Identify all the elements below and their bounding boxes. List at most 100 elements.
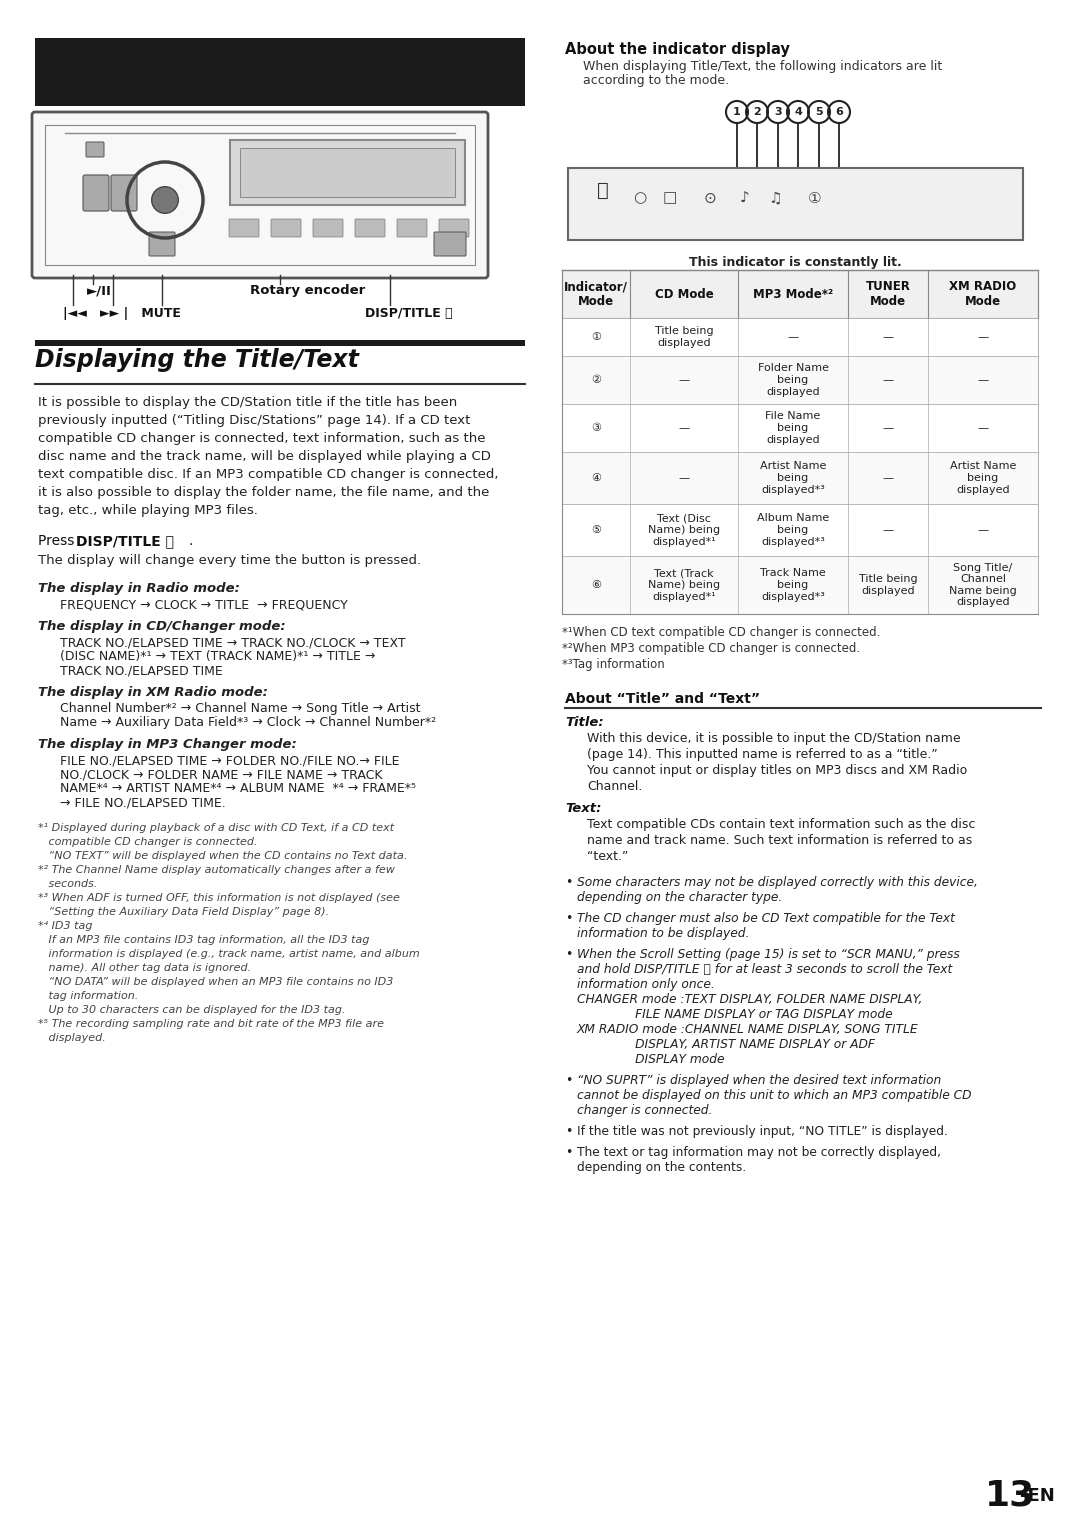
Text: 5: 5 [815,107,823,117]
Text: Channel.: Channel. [588,780,643,793]
Text: NO./CLOCK → FOLDER NAME → FILE NAME → TRACK: NO./CLOCK → FOLDER NAME → FILE NAME → TR… [60,768,382,781]
Text: *³ When ADF is turned OFF, this information is not displayed (see: *³ When ADF is turned OFF, this informat… [38,892,400,903]
Text: •: • [565,1125,572,1138]
Text: 13: 13 [985,1477,1036,1512]
Text: “NO TEXT” will be displayed when the CD contains no Text data.: “NO TEXT” will be displayed when the CD … [38,851,407,860]
Text: The display will change every time the button is pressed.: The display will change every time the b… [38,554,421,567]
Text: The display in Radio mode:: The display in Radio mode: [38,582,240,595]
Text: The text or tag information may not be correctly displayed,: The text or tag information may not be c… [577,1145,941,1159]
Text: 1: 1 [733,107,741,117]
Text: name and track name. Such text information is referred to as: name and track name. Such text informati… [588,835,972,847]
Text: Artist Name
being
displayed: Artist Name being displayed [949,461,1016,495]
Text: *²When MP3 compatible CD changer is connected.: *²When MP3 compatible CD changer is conn… [562,643,860,655]
Text: and hold DISP/TITLE Ⓢ for at least 3 seconds to scroll the Text: and hold DISP/TITLE Ⓢ for at least 3 sec… [577,963,953,976]
Text: ⑤: ⑤ [591,525,600,535]
Text: tag, etc., while playing MP3 files.: tag, etc., while playing MP3 files. [38,504,258,516]
Text: XM RADIO
Mode: XM RADIO Mode [949,280,1016,308]
Text: Other Functions: Other Functions [48,53,395,91]
Text: displayed.: displayed. [38,1033,106,1043]
Text: This indicator is constantly lit.: This indicator is constantly lit. [689,256,902,270]
Text: (DISC NAME)*¹ → TEXT (TRACK NAME)*¹ → TITLE →: (DISC NAME)*¹ → TEXT (TRACK NAME)*¹ → TI… [60,650,376,663]
Text: 2: 2 [753,107,761,117]
Text: FREQUENCY → CLOCK → TITLE  → FREQUENCY: FREQUENCY → CLOCK → TITLE → FREQUENCY [60,599,348,611]
Text: The display in CD/Changer mode:: The display in CD/Changer mode: [38,620,285,634]
Text: Channel Number*² → Channel Name → Song Title → Artist: Channel Number*² → Channel Name → Song T… [60,702,420,714]
Text: according to the mode.: according to the mode. [583,75,729,87]
Text: 6: 6 [835,107,842,117]
Text: Displaying the Title/Text: Displaying the Title/Text [35,347,359,372]
Text: —: — [977,423,988,433]
Text: seconds.: seconds. [38,879,97,889]
Text: ○: ○ [633,190,647,206]
Text: TUNER
Mode: TUNER Mode [865,280,910,308]
Text: About “Title” and “Text”: About “Title” and “Text” [565,691,760,707]
Text: —: — [977,375,988,385]
Text: “NO DATA” will be displayed when an MP3 file contains no ID3: “NO DATA” will be displayed when an MP3 … [38,976,393,987]
Text: —: — [882,474,893,483]
Text: ♪: ♪ [740,190,750,206]
Text: The display in MP3 Changer mode:: The display in MP3 Changer mode: [38,739,297,751]
Text: If the title was not previously input, “NO TITLE” is displayed.: If the title was not previously input, “… [577,1125,948,1138]
Text: depending on the contents.: depending on the contents. [577,1161,746,1174]
Text: Title being
displayed: Title being displayed [859,574,917,595]
Text: Name → Auxiliary Data Field*³ → Clock → Channel Number*²: Name → Auxiliary Data Field*³ → Clock → … [60,716,436,730]
Text: —: — [977,525,988,535]
Text: □: □ [663,190,677,206]
Text: “text.”: “text.” [588,850,629,864]
FancyBboxPatch shape [438,219,469,238]
Text: TRACK NO./ELAPSED TIME → TRACK NO./CLOCK → TEXT: TRACK NO./ELAPSED TIME → TRACK NO./CLOCK… [60,637,406,649]
Text: —: — [882,332,893,343]
Text: |◄◄   ►► |   MUTE: |◄◄ ►► | MUTE [63,308,180,320]
Bar [562,452,1038,504]
Text: •: • [565,876,572,889]
FancyBboxPatch shape [229,219,259,238]
Bar [45,125,475,265]
Text: FILE NAME DISPLAY or TAG DISPLAY mode: FILE NAME DISPLAY or TAG DISPLAY mode [577,1008,893,1020]
Text: *⁴ ID3 tag: *⁴ ID3 tag [38,921,93,931]
Text: *⁵ The recording sampling rate and bit rate of the MP3 file are: *⁵ The recording sampling rate and bit r… [38,1019,384,1030]
Text: -EN: -EN [1020,1486,1055,1505]
Text: Song Title/
Channel
Name being
displayed: Song Title/ Channel Name being displayed [949,562,1017,608]
Text: ③: ③ [591,423,600,433]
Text: previously inputted (“Titling Disc/Stations” page 14). If a CD text: previously inputted (“Titling Disc/Stati… [38,414,471,426]
Text: cannot be displayed on this unit to which an MP3 compatible CD: cannot be displayed on this unit to whic… [577,1089,972,1103]
FancyBboxPatch shape [111,175,137,212]
Bar [240,148,455,196]
Text: *¹ Displayed during playback of a disc with CD Text, if a CD text: *¹ Displayed during playback of a disc w… [38,822,394,833]
Text: changer is connected.: changer is connected. [577,1104,713,1116]
Text: —: — [678,474,689,483]
Text: “Setting the Auxiliary Data Field Display” page 8).: “Setting the Auxiliary Data Field Displa… [38,908,329,917]
Bar [230,140,465,206]
Text: compatible CD changer is connected.: compatible CD changer is connected. [38,838,257,847]
Text: depending on the character type.: depending on the character type. [577,891,782,905]
Text: If an MP3 file contains ID3 tag information, all the ID3 tag: If an MP3 file contains ID3 tag informat… [38,935,369,944]
Text: —: — [882,525,893,535]
Text: Track Name
being
displayed*³: Track Name being displayed*³ [760,568,826,602]
Text: •: • [565,1074,572,1087]
Text: —: — [977,332,988,343]
Text: The CD changer must also be CD Text compatible for the Text: The CD changer must also be CD Text comp… [577,912,955,924]
Text: ①: ① [808,190,822,206]
Text: Artist Name
being
displayed*³: Artist Name being displayed*³ [760,461,826,495]
Bar [568,168,1023,241]
Text: Some characters may not be displayed correctly with this device,: Some characters may not be displayed cor… [577,876,977,889]
Text: •: • [565,912,572,924]
Text: name). All other tag data is ignored.: name). All other tag data is ignored. [38,963,252,973]
Text: With this device, it is possible to input the CD/Station name: With this device, it is possible to inpu… [588,733,960,745]
Text: CHANGER mode :TEXT DISPLAY, FOLDER NAME DISPLAY,: CHANGER mode :TEXT DISPLAY, FOLDER NAME … [577,993,922,1007]
Text: “NO SUPRT” is displayed when the desired text information: “NO SUPRT” is displayed when the desired… [577,1074,942,1087]
Bar [35,38,525,107]
Text: DISPLAY mode: DISPLAY mode [577,1052,725,1066]
FancyBboxPatch shape [149,231,175,256]
Text: information to be displayed.: information to be displayed. [577,928,750,940]
Text: ⑥: ⑥ [591,580,600,589]
Text: —: — [678,375,689,385]
FancyBboxPatch shape [86,142,104,157]
Text: (page 14). This inputted name is referred to as a “title.”: (page 14). This inputted name is referre… [588,748,937,762]
Text: disc name and the track name, will be displayed while playing a CD: disc name and the track name, will be di… [38,449,491,463]
Text: Press: Press [38,535,79,548]
Text: TRACK NO./ELAPSED TIME: TRACK NO./ELAPSED TIME [60,664,222,678]
Text: compatible CD changer is connected, text information, such as the: compatible CD changer is connected, text… [38,433,486,445]
Text: Indicator/
Mode: Indicator/ Mode [564,280,627,308]
FancyBboxPatch shape [32,113,488,279]
